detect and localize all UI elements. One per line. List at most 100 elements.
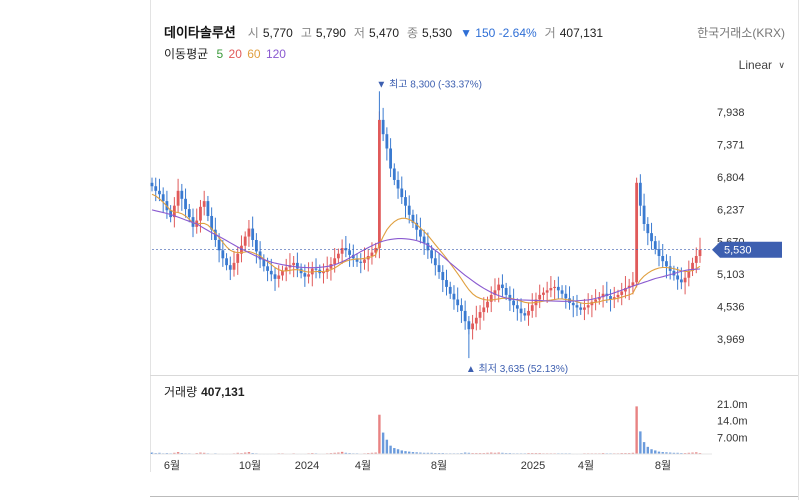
candle-body: [497, 284, 501, 291]
volume-bar: [247, 452, 251, 454]
candle-body: [396, 179, 400, 189]
candle-body: [601, 293, 605, 298]
candle-body: [228, 265, 232, 270]
price-tick-label: 7,938: [717, 107, 745, 119]
volume-bar: [381, 432, 385, 454]
moving-average-label: 이동평균: [164, 47, 209, 61]
candle-body: [307, 274, 310, 277]
candle-body: [698, 249, 702, 257]
candle-body: [683, 277, 687, 283]
volume-bar: [646, 446, 650, 454]
candle-body: [586, 305, 590, 308]
candle-body: [236, 253, 240, 263]
volume-bar: [158, 452, 161, 454]
candle-body: [616, 294, 620, 298]
candle-body: [676, 275, 680, 280]
ma-5[interactable]: 5: [216, 47, 224, 61]
price-tick-label: 6,237: [717, 204, 745, 216]
volume-bar: [635, 406, 638, 454]
volume-bar: [150, 452, 154, 454]
candle-body: [486, 301, 489, 308]
candle-body: [247, 228, 251, 237]
candle-body: [422, 236, 426, 243]
candle-body: [523, 313, 527, 316]
volume-bar: [385, 439, 389, 454]
candle-body: [482, 307, 486, 313]
candle-body: [519, 308, 523, 314]
close-value: 5,530: [422, 26, 453, 40]
volume-bar: [337, 452, 340, 454]
volume-label: 거: [544, 26, 556, 40]
candle-body: [650, 233, 653, 242]
ma-60[interactable]: 60: [247, 47, 261, 61]
x-axis-label: 6월: [164, 459, 180, 472]
candle-body: [638, 182, 642, 206]
volume-bar: [340, 451, 344, 454]
candle-body: [322, 272, 325, 274]
volume-bar: [173, 452, 176, 454]
volume-bar: [639, 431, 642, 454]
volume-bar: [631, 452, 635, 454]
volume-bar: [654, 450, 657, 454]
candle-body: [269, 270, 273, 275]
candle-body: [657, 249, 661, 257]
volume-bar: [463, 452, 467, 454]
volume-bar: [243, 452, 247, 454]
candle-body: [232, 262, 236, 270]
ma20-line: [151, 193, 701, 305]
candle-body: [378, 119, 381, 249]
chart-left-border: [150, 0, 151, 472]
candle-body: [471, 323, 474, 330]
chevron-down-icon[interactable]: ∨: [778, 60, 785, 70]
volume-panel-value: 407,131: [201, 385, 245, 399]
candle-body: [590, 301, 594, 306]
candle-body: [661, 256, 665, 262]
candle-body: [653, 241, 657, 250]
volume-bar: [333, 452, 336, 454]
candle-body: [404, 197, 407, 206]
x-axis-label: 4월: [578, 459, 594, 472]
candle-body: [187, 209, 191, 218]
candle-body: [154, 186, 158, 191]
candle-body: [445, 280, 448, 287]
candle-body: [158, 190, 161, 195]
candle-body: [460, 305, 463, 311]
candle-body: [542, 292, 545, 295]
high-value: 5,790: [315, 26, 346, 40]
candle-body: [273, 274, 277, 279]
volume-bar: [650, 449, 653, 454]
candle-body: [430, 250, 433, 259]
x-axis-label: 2025: [521, 460, 545, 472]
candle-body: [538, 294, 542, 300]
candle-body: [210, 215, 214, 230]
stock-name: 데이타솔루션: [164, 25, 236, 40]
volume-title: 거래량: [164, 385, 198, 399]
volume-bar: [687, 452, 691, 454]
candle-body: [579, 307, 583, 310]
volume-tick-label: 21.0m: [717, 399, 748, 411]
volume-bar: [411, 452, 415, 454]
low-value: 5,470: [368, 26, 399, 40]
candle-body: [437, 265, 441, 273]
volume-bar: [415, 452, 418, 454]
price-change: ▼ 150 -2.64%: [460, 26, 537, 40]
candle-body: [392, 168, 396, 180]
volume-bar: [393, 448, 396, 454]
low-label: 저: [353, 26, 365, 40]
candle-body: [627, 285, 631, 289]
candle-body: [336, 253, 340, 259]
x-axis-label: 8월: [431, 459, 447, 472]
candle-body: [515, 305, 519, 309]
max-annotation: ▼ 최고 8,300 (-33.37%): [376, 78, 482, 90]
scale-mode-dropdown[interactable]: Linear: [738, 58, 772, 72]
ma-120[interactable]: 120: [265, 47, 286, 61]
candle-body: [217, 239, 221, 251]
candle-body: [184, 198, 187, 210]
volume-bar: [396, 449, 400, 454]
min-annotation: ▲ 최저 3,635 (52.13%): [466, 363, 568, 375]
ohlc-header: 데이타솔루션 시 5,770 고 5,790 저 5,470 종 5,530 ▼…: [164, 22, 607, 41]
ma-20[interactable]: 20: [228, 47, 242, 61]
candle-body: [493, 290, 497, 295]
candle-body: [385, 134, 389, 149]
